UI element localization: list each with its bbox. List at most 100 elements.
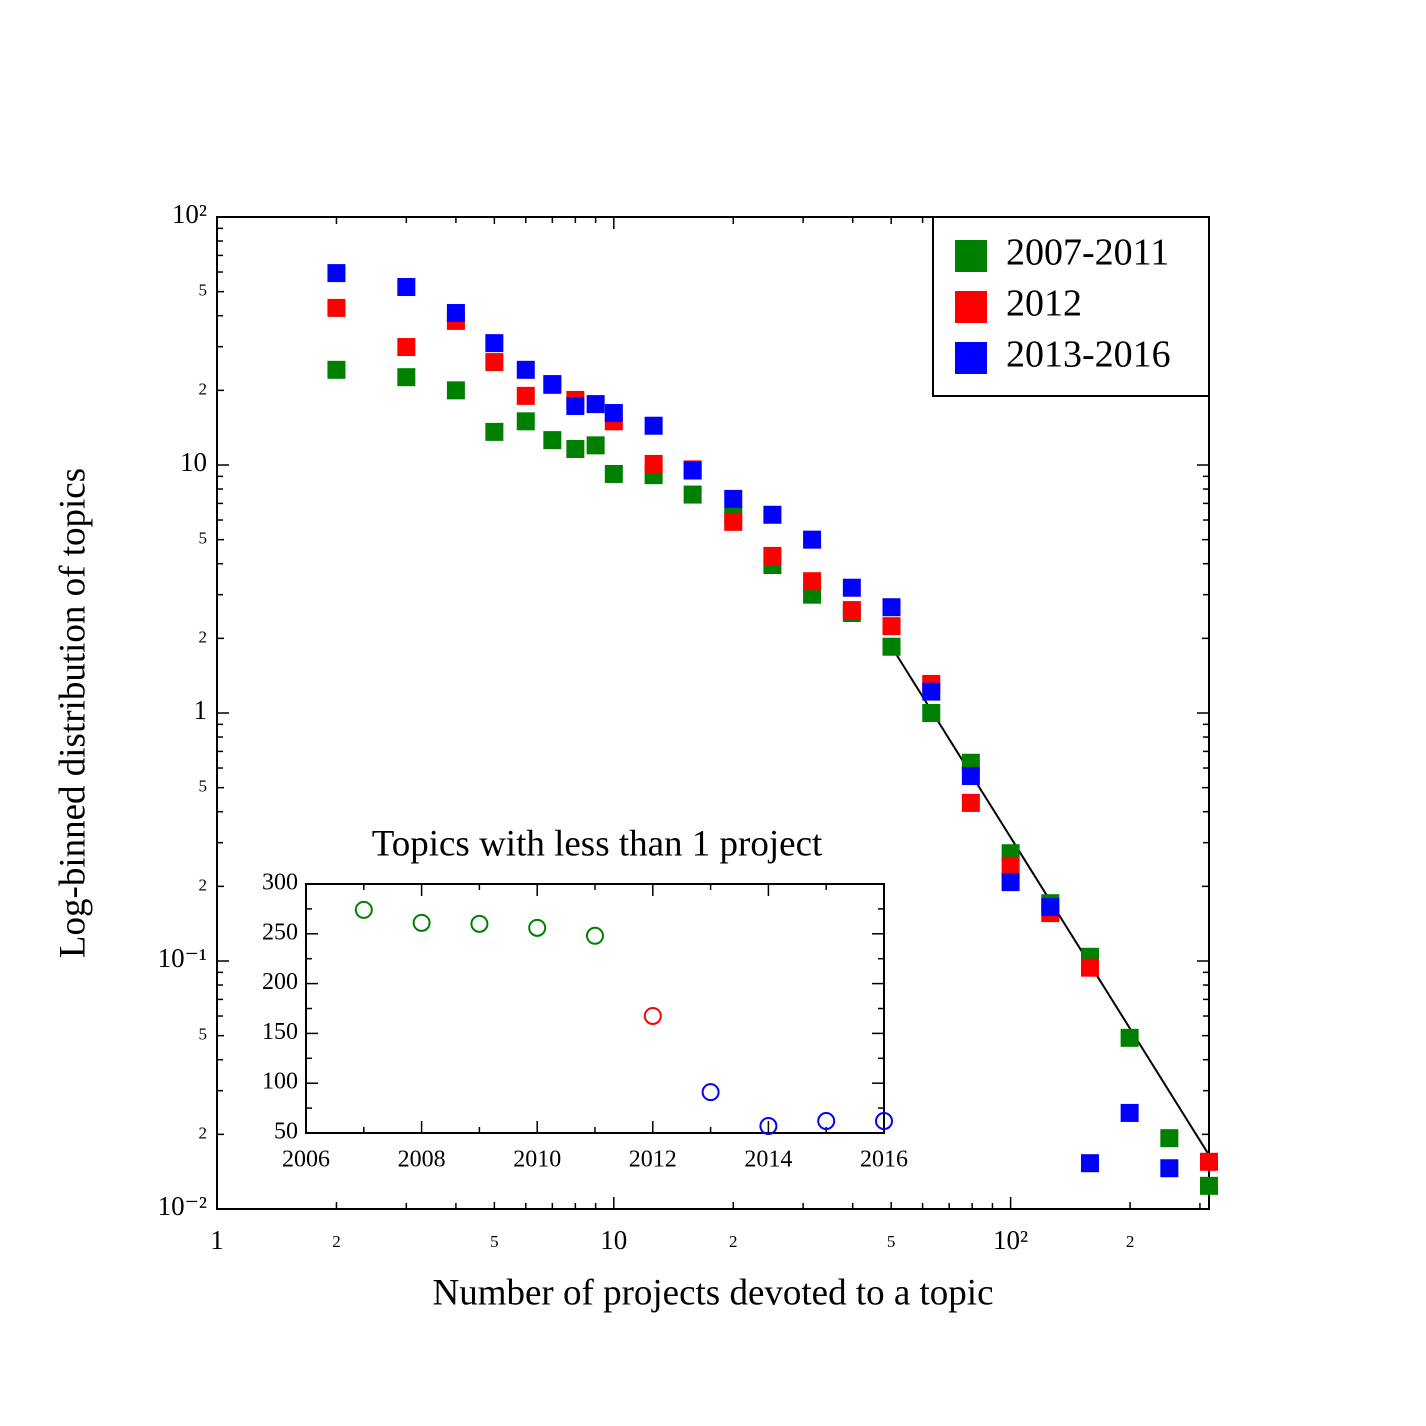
data-point — [644, 416, 663, 435]
data-point — [485, 353, 504, 372]
y-tick-label: 200 — [262, 969, 298, 995]
data-point — [397, 278, 416, 297]
data-point — [543, 375, 562, 394]
data-point — [759, 1117, 778, 1136]
y-tick-label: 10⁻² — [158, 1191, 207, 1221]
data-point — [604, 464, 623, 483]
data-point — [1001, 856, 1020, 875]
x-tick-label: 5 — [490, 1232, 499, 1251]
data-point — [875, 1112, 893, 1131]
data-point — [803, 530, 822, 549]
y-tick-label: 2 — [199, 875, 208, 894]
legend-label: 2007-2011 — [1006, 232, 1169, 274]
data-point — [803, 572, 822, 591]
data-point — [961, 767, 980, 786]
inset-title: Topics with less than 1 project — [372, 823, 823, 864]
x-tick-label: 2 — [1126, 1232, 1135, 1251]
data-point — [1200, 1152, 1218, 1171]
data-point — [683, 485, 702, 504]
data-point — [1160, 1159, 1179, 1178]
data-point — [604, 404, 623, 423]
data-point — [516, 386, 535, 405]
legend-label: 2012 — [1006, 283, 1082, 325]
legend-swatch — [955, 240, 987, 272]
x-tick-label: 10 — [600, 1225, 627, 1255]
y-tick-label: 100 — [262, 1069, 298, 1095]
data-point — [763, 546, 782, 565]
x-tick-label: 2006 — [282, 1147, 330, 1173]
data-point — [446, 381, 465, 400]
plot-area — [305, 883, 885, 1134]
y-tick-label: 50 — [274, 1119, 298, 1145]
data-point — [566, 396, 585, 415]
y-axis-label: Log-binned distribution of topics — [52, 468, 93, 958]
data-point — [516, 360, 535, 379]
y-tick-label: 250 — [262, 919, 298, 945]
data-point — [882, 617, 901, 636]
data-point — [882, 598, 901, 617]
x-tick-label: 2 — [332, 1232, 341, 1251]
y-tick-label: 300 — [262, 870, 298, 896]
data-point — [1041, 898, 1060, 917]
data-point — [1200, 1176, 1218, 1195]
data-point — [1080, 1154, 1099, 1173]
data-point — [724, 512, 743, 531]
data-point — [763, 505, 782, 524]
data-point — [470, 914, 489, 933]
data-point — [1160, 1129, 1179, 1148]
y-tick-label: 2 — [199, 1123, 208, 1142]
data-point — [516, 412, 535, 431]
data-point — [842, 601, 861, 620]
data-point — [327, 360, 346, 379]
legend-swatch — [955, 342, 987, 374]
data-point — [922, 704, 941, 722]
data-point — [354, 900, 373, 919]
y-tick-label: 5 — [199, 281, 208, 300]
x-tick-label: 2 — [729, 1232, 738, 1251]
x-tick-label: 2016 — [860, 1147, 908, 1173]
x-axis-label: Number of projects devoted to a topic — [433, 1272, 994, 1313]
data-point — [586, 926, 604, 945]
y-tick-label: 10⁻¹ — [158, 943, 207, 973]
data-point — [961, 793, 980, 812]
data-point — [882, 637, 901, 656]
data-point — [1120, 1028, 1139, 1047]
y-tick-label: 1 — [194, 695, 208, 725]
data-point — [528, 918, 547, 937]
x-tick-label: 1 — [210, 1225, 224, 1255]
data-point — [327, 298, 346, 317]
x-tick-label: 2012 — [629, 1147, 677, 1173]
data-point — [724, 489, 743, 508]
data-point — [485, 422, 504, 441]
data-point — [586, 436, 605, 455]
data-point — [922, 682, 941, 701]
data-point — [543, 431, 562, 450]
data-point — [1120, 1103, 1139, 1122]
x-tick-label: 10² — [993, 1225, 1028, 1255]
data-point — [412, 913, 431, 932]
y-tick-label: 5 — [199, 1025, 208, 1044]
y-tick-label: 5 — [199, 529, 208, 548]
data-point — [644, 454, 663, 473]
x-tick-label: 2008 — [398, 1147, 446, 1173]
data-point — [485, 334, 504, 353]
legend-label: 2013-2016 — [1006, 334, 1171, 376]
x-tick-label: 2010 — [513, 1147, 561, 1173]
y-tick-label: 10² — [172, 199, 207, 229]
y-tick-label: 10 — [180, 447, 207, 477]
data-point — [566, 440, 585, 459]
y-tick-label: 5 — [199, 777, 208, 796]
x-tick-label: 2014 — [744, 1147, 792, 1173]
data-point — [817, 1112, 836, 1131]
data-point — [1001, 873, 1020, 892]
x-tick-label: 5 — [887, 1232, 896, 1251]
data-point — [397, 338, 416, 357]
y-tick-label: 2 — [199, 627, 208, 646]
data-point — [327, 264, 346, 283]
y-tick-label: 2 — [199, 379, 208, 398]
data-point — [683, 461, 702, 480]
y-tick-label: 150 — [262, 1019, 298, 1045]
data-point — [586, 395, 605, 414]
data-point — [842, 578, 861, 597]
